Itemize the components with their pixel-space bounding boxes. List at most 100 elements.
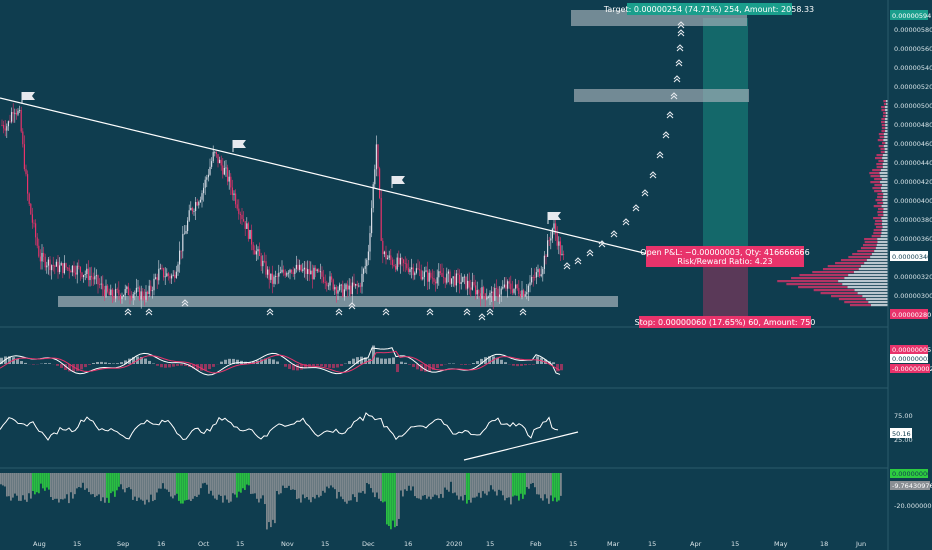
- volume-bar-sell: [840, 259, 867, 262]
- histogram-bar: [20, 473, 22, 501]
- candle-body: [343, 289, 345, 297]
- histogram-bar: [394, 473, 396, 528]
- histogram-bar: [492, 473, 494, 490]
- candle-body: [196, 202, 198, 206]
- macd-histogram-bar: [504, 362, 507, 364]
- rsi-trendline[interactable]: [463, 431, 579, 461]
- histogram-bar: [532, 473, 534, 483]
- candle-body: [547, 240, 549, 257]
- histogram-bar: [62, 473, 64, 500]
- volume-bar-buy: [885, 124, 888, 127]
- volume-bar-buy: [885, 127, 888, 130]
- candle-body: [518, 288, 520, 294]
- candle-body: [281, 269, 283, 273]
- macd-histogram-bar: [168, 364, 171, 368]
- histogram-bar: [558, 473, 560, 501]
- candle-body: [539, 269, 541, 277]
- candle-body: [527, 285, 529, 293]
- candle-body: [99, 284, 101, 286]
- price-axis[interactable]: 0.00000580 0.00000560 0.00000540 0.00000520…: [894, 26, 932, 300]
- support-zone[interactable]: [58, 296, 618, 307]
- target-zone[interactable]: [703, 18, 748, 253]
- candle-body: [295, 264, 297, 269]
- macd-histogram-bar: [72, 364, 75, 372]
- histogram-bar: [298, 473, 300, 499]
- histogram-bar: [390, 473, 392, 530]
- volume-bar-buy: [875, 247, 888, 250]
- candle-body: [523, 290, 525, 297]
- candle-body: [318, 269, 320, 272]
- histogram-bar: [554, 473, 556, 498]
- double-chevron-icon: [335, 308, 343, 313]
- histogram-bar: [276, 473, 278, 491]
- volume-bar-sell: [870, 175, 881, 178]
- histogram-bar: [402, 473, 404, 497]
- mid-resistance-zone[interactable]: [574, 89, 749, 102]
- candle-body: [443, 276, 445, 278]
- histogram-bar: [88, 473, 90, 493]
- double-chevron-icon: [124, 308, 132, 313]
- time-tick-label: Dec: [362, 540, 375, 548]
- time-tick-label: 16: [157, 540, 165, 548]
- macd-histogram-bar: [512, 364, 515, 366]
- histogram-bar: [136, 473, 138, 502]
- candle-body: [193, 210, 195, 212]
- histogram-bar: [228, 473, 230, 503]
- histogram-bar: [106, 473, 108, 498]
- volume-bar-buy: [882, 220, 888, 223]
- candle-body: [371, 208, 373, 234]
- candle-body: [409, 269, 411, 273]
- histogram-bar: [186, 473, 188, 500]
- volume-bar-sell: [870, 181, 881, 184]
- volume-bar-buy: [883, 160, 888, 163]
- candle-body: [204, 179, 206, 188]
- candle-body: [383, 251, 385, 255]
- candle-body: [190, 207, 192, 211]
- macd-histogram-bar: [120, 362, 123, 364]
- flag-icon: [392, 176, 405, 184]
- candle-body: [89, 275, 91, 281]
- histogram-bar: [464, 473, 466, 495]
- volume-bar-buy: [871, 253, 888, 256]
- candle-body: [41, 252, 43, 262]
- double-chevron-icon: [124, 311, 132, 316]
- candle-body: [481, 287, 483, 299]
- volume-bar-sell: [860, 247, 876, 250]
- price-tick-label: 0.00000520: [894, 83, 932, 91]
- candle-body: [225, 167, 227, 169]
- histogram-bar: [326, 473, 328, 487]
- macd-histogram-bar: [364, 357, 367, 364]
- arrow-markers: [124, 21, 685, 321]
- macd-histogram-bar: [408, 364, 411, 365]
- candle-body: [11, 112, 13, 122]
- macd-histogram-bar: [516, 364, 519, 367]
- candle-body: [33, 222, 35, 224]
- histogram-bar: [328, 473, 330, 489]
- volume-bar-sell: [881, 124, 886, 127]
- macd-tag-3: -0.00000002: [890, 364, 932, 373]
- histogram-bar: [356, 473, 358, 502]
- candle-body: [292, 272, 294, 274]
- candle-body: [358, 285, 360, 287]
- candle-body: [519, 293, 521, 297]
- price-tick-label: 0.00000360: [894, 235, 932, 243]
- candle-body: [57, 261, 59, 273]
- candle-body: [337, 290, 339, 294]
- histogram-bar: [348, 473, 350, 501]
- descending-trendline[interactable]: [0, 97, 649, 255]
- double-chevron-icon: [382, 311, 390, 316]
- price-tick-label: 0.00000580: [894, 26, 932, 34]
- candle-body: [60, 263, 62, 266]
- candle-body: [361, 273, 363, 287]
- candle-body: [359, 285, 361, 287]
- macd-signal-line: [0, 350, 561, 374]
- candle-body: [241, 214, 243, 220]
- histogram-bar: [374, 473, 376, 498]
- candle-body: [148, 285, 150, 294]
- candle-body: [563, 253, 565, 255]
- time-axis[interactable]: Aug 15 Sep 16 Oct 15 Nov 15 Dec 16 2020 15 Feb 15 Mar 1…: [33, 540, 866, 548]
- histogram-bar: [418, 473, 420, 499]
- candle-body: [388, 255, 390, 258]
- histogram-bar: [406, 473, 408, 491]
